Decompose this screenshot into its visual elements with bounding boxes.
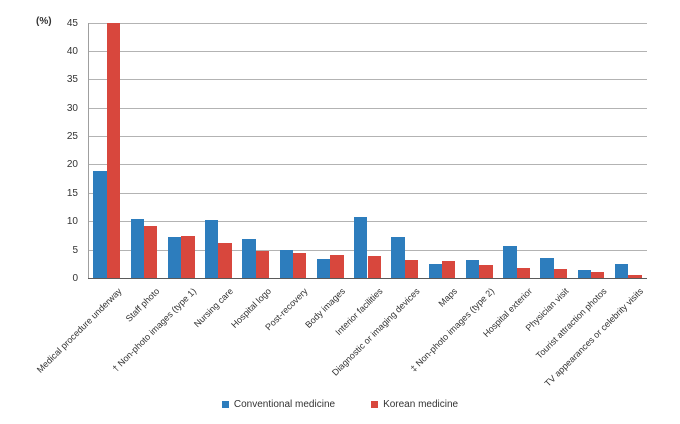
legend-swatch-conventional-medicine bbox=[221, 401, 229, 408]
x-axis-line bbox=[88, 278, 647, 279]
bar-korean-medicine bbox=[442, 260, 456, 279]
legend-label-korean-medicine: Korean medicine bbox=[383, 399, 459, 410]
gridline bbox=[88, 50, 647, 52]
bar-korean-medicine bbox=[106, 23, 121, 279]
gridline bbox=[88, 107, 647, 109]
y-tick-label: 25 bbox=[66, 131, 78, 143]
bar-conventional-medicine bbox=[354, 216, 368, 279]
gridline bbox=[88, 192, 647, 194]
y-axis-line bbox=[88, 23, 89, 279]
x-axis-label: Medical procedure underway bbox=[34, 285, 124, 375]
bar-korean-medicine bbox=[516, 268, 530, 279]
bar-conventional-medicine bbox=[242, 238, 256, 279]
bar-korean-medicine bbox=[330, 255, 344, 279]
bar-korean-medicine bbox=[143, 225, 158, 279]
legend-item-conventional-medicine: Conventional medicine bbox=[221, 399, 336, 410]
x-axis-label: Maps bbox=[436, 285, 460, 309]
legend-swatch-korean-medicine bbox=[371, 401, 379, 408]
bar-conventional-medicine bbox=[614, 263, 629, 279]
y-tick-label: 40 bbox=[66, 45, 78, 57]
bar-korean-medicine bbox=[255, 250, 270, 279]
gridline bbox=[88, 164, 647, 166]
legend: Conventional medicine Korean medicine bbox=[0, 399, 680, 410]
y-axis-unit-label: (%) bbox=[36, 16, 52, 27]
legend-item-korean-medicine: Korean medicine bbox=[371, 399, 458, 410]
bar-conventional-medicine bbox=[316, 259, 331, 279]
bar-conventional-medicine bbox=[428, 263, 443, 279]
bar-korean-medicine bbox=[367, 256, 381, 279]
x-axis-label: Staff photo bbox=[123, 285, 161, 324]
bar-conventional-medicine bbox=[577, 269, 592, 279]
y-tick-label: 0 bbox=[72, 273, 78, 284]
bar-conventional-medicine bbox=[279, 250, 293, 279]
bar-conventional-medicine bbox=[93, 171, 107, 279]
gridline bbox=[88, 22, 647, 24]
legend-label-conventional-medicine: Conventional medicine bbox=[233, 399, 336, 410]
bar-conventional-medicine bbox=[391, 237, 405, 279]
y-tick-label: 35 bbox=[66, 74, 78, 86]
bar-conventional-medicine bbox=[540, 258, 554, 279]
gridline bbox=[88, 136, 647, 138]
bar-conventional-medicine bbox=[205, 220, 219, 279]
bar-korean-medicine bbox=[404, 260, 419, 279]
bar-korean-medicine bbox=[591, 272, 605, 279]
bar-korean-medicine bbox=[553, 269, 568, 279]
gridline bbox=[88, 79, 647, 81]
bar-conventional-medicine bbox=[465, 259, 480, 279]
bar-conventional-medicine bbox=[130, 219, 144, 279]
bar-korean-medicine bbox=[479, 264, 493, 279]
bar-korean-medicine bbox=[181, 235, 195, 279]
bar-korean-medicine bbox=[628, 274, 642, 279]
gridline bbox=[88, 249, 647, 251]
bar-conventional-medicine bbox=[167, 237, 182, 279]
y-tick-label: 30 bbox=[66, 102, 78, 114]
y-tick-label: 45 bbox=[66, 17, 78, 29]
y-tick-label: 15 bbox=[66, 187, 78, 199]
y-tick-label: 5 bbox=[72, 244, 78, 256]
y-tick-label: 20 bbox=[66, 159, 78, 171]
gridline bbox=[88, 221, 647, 223]
bar-korean-medicine bbox=[218, 242, 232, 279]
x-axis-label: Tourist attraction photos bbox=[533, 285, 609, 361]
bar-korean-medicine bbox=[292, 252, 307, 279]
y-tick-label: 10 bbox=[66, 216, 78, 228]
bar-conventional-medicine bbox=[503, 245, 517, 279]
